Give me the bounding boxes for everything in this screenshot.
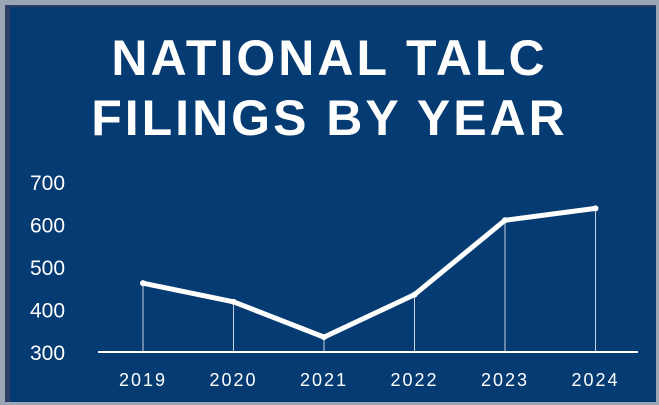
- data-point: [592, 205, 599, 212]
- data-points: [140, 205, 599, 341]
- chart-panel: [10, 7, 656, 402]
- x-tick-label: 2023: [481, 370, 529, 390]
- y-tick-label: 700: [30, 172, 65, 195]
- y-tick-label: 500: [30, 257, 65, 280]
- data-point: [502, 217, 508, 224]
- y-axis-ticks: 300 400 500 600 700: [30, 172, 65, 365]
- series-line: [140, 205, 598, 340]
- chart-title-line-2: FILINGS BY YEAR: [91, 90, 568, 146]
- x-tick-label: 2022: [390, 370, 438, 390]
- data-point: [140, 280, 146, 287]
- y-tick-label: 600: [30, 215, 65, 238]
- data-point: [321, 334, 327, 341]
- data-point: [411, 291, 418, 298]
- x-tick-label: 2019: [119, 370, 167, 390]
- x-tick-label: 2021: [300, 370, 348, 390]
- x-axis-ticks: 2019 2020 2021 2022 2023 2024: [119, 370, 619, 390]
- x-tick-label: 2024: [571, 370, 619, 390]
- y-tick-label: 400: [30, 300, 65, 323]
- x-tick-label: 2020: [209, 370, 257, 390]
- chart-title: NATIONAL TALC FILINGS BY YEAR: [0, 28, 659, 148]
- data-point: [230, 298, 237, 305]
- chart-title-line-1: NATIONAL TALC: [111, 30, 548, 86]
- drop-lines: [142, 208, 596, 352]
- y-tick-label: 300: [30, 342, 65, 365]
